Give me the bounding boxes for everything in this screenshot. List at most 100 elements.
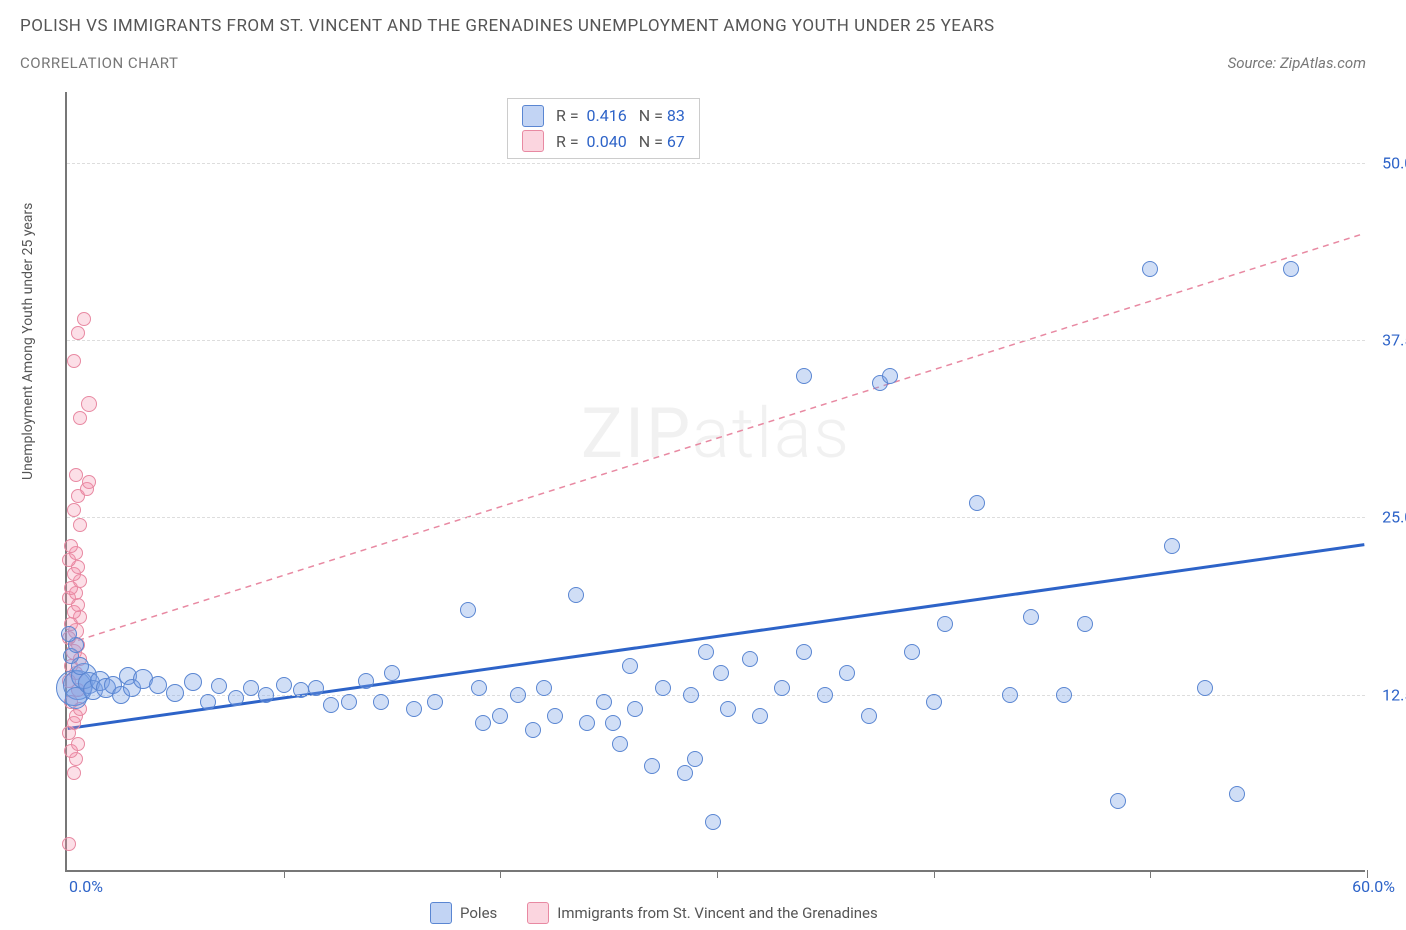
- data-point: [1077, 616, 1093, 632]
- data-point: [1110, 793, 1126, 809]
- data-point: [460, 602, 476, 618]
- y-tick-label: 37.5%: [1382, 331, 1406, 350]
- data-point: [644, 758, 660, 774]
- data-point: [568, 587, 584, 603]
- data-point: [243, 680, 259, 696]
- data-point: [67, 503, 81, 517]
- stats-r-label: R =: [556, 106, 579, 125]
- data-point: [1056, 687, 1072, 703]
- data-point: [67, 766, 81, 780]
- x-tick-mark: [284, 870, 285, 878]
- data-point: [622, 658, 638, 674]
- data-point: [742, 651, 758, 667]
- data-point: [73, 518, 87, 532]
- stats-n-value-1: 83: [667, 106, 685, 125]
- data-point: [293, 682, 309, 698]
- data-point: [796, 368, 812, 384]
- x-tick-mark: [934, 870, 935, 878]
- plot-area: ZIPatlas R = 0.416 N = 83 R = 0.040 N = …: [65, 92, 1365, 872]
- legend-label-1: Poles: [460, 904, 497, 922]
- y-axis-label: Unemployment Among Youth under 25 years: [20, 203, 36, 480]
- stats-r-value-1: 0.416: [587, 106, 627, 125]
- y-tick-label: 12.5%: [1382, 685, 1406, 704]
- stats-n-value-2: 67: [667, 132, 685, 151]
- data-point: [510, 687, 526, 703]
- data-point: [705, 814, 721, 830]
- data-point: [926, 694, 942, 710]
- gridline: [67, 340, 1365, 341]
- data-point: [655, 680, 671, 696]
- x-axis-max-label: 60.0%: [1352, 877, 1395, 896]
- data-point: [276, 677, 292, 693]
- chart-title: POLISH VS IMMIGRANTS FROM ST. VINCENT AN…: [20, 16, 995, 36]
- swatch-blue-icon: [522, 105, 544, 127]
- data-point: [904, 644, 920, 660]
- data-point: [839, 665, 855, 681]
- data-point: [1142, 261, 1158, 277]
- stats-n-label-2: N =: [639, 132, 663, 151]
- gridline: [67, 163, 1365, 164]
- data-point: [683, 687, 699, 703]
- data-point: [341, 694, 357, 710]
- x-tick-mark: [717, 870, 718, 878]
- x-tick-mark: [1367, 870, 1368, 878]
- data-point: [211, 678, 227, 694]
- data-point: [149, 676, 167, 694]
- data-point: [427, 694, 443, 710]
- data-point: [796, 644, 812, 660]
- data-point: [1197, 680, 1213, 696]
- stats-r-value-2: 0.040: [587, 132, 627, 151]
- data-point: [720, 701, 736, 717]
- data-point: [882, 368, 898, 384]
- data-point: [475, 715, 491, 731]
- data-point: [71, 326, 85, 340]
- data-point: [1283, 261, 1299, 277]
- data-point: [471, 680, 487, 696]
- data-point: [579, 715, 595, 731]
- data-point: [1229, 786, 1245, 802]
- legend-item-1: Poles: [430, 902, 497, 924]
- data-point: [384, 665, 400, 681]
- data-point: [612, 736, 628, 752]
- data-point: [62, 837, 76, 851]
- data-point: [547, 708, 563, 724]
- stats-row-series2: R = 0.040 N = 67: [522, 129, 685, 155]
- data-point: [525, 722, 541, 738]
- data-point: [81, 396, 97, 412]
- x-axis-min-label: 0.0%: [69, 877, 103, 896]
- y-tick-label: 25.0%: [1382, 508, 1406, 527]
- data-point: [323, 697, 339, 713]
- data-point: [61, 626, 77, 642]
- data-point: [373, 694, 389, 710]
- legend-swatch-blue-icon: [430, 902, 452, 924]
- swatch-pink-icon: [522, 130, 544, 152]
- legend-label-2: Immigrants from St. Vincent and the Gren…: [557, 904, 877, 922]
- data-point: [82, 475, 96, 489]
- stats-r-label-2: R =: [556, 132, 579, 151]
- data-point: [184, 673, 202, 691]
- x-tick-mark: [500, 870, 501, 878]
- data-point: [1002, 687, 1018, 703]
- legend-item-2: Immigrants from St. Vincent and the Gren…: [527, 902, 877, 924]
- data-point: [536, 680, 552, 696]
- data-point: [166, 684, 184, 702]
- data-point: [969, 495, 985, 511]
- data-point: [817, 687, 833, 703]
- data-point: [492, 708, 508, 724]
- source-attribution: Source: ZipAtlas.com: [1228, 54, 1366, 72]
- stats-row-series1: R = 0.416 N = 83: [522, 103, 685, 129]
- data-point: [71, 737, 85, 751]
- trend-lines: [67, 92, 1365, 870]
- data-point: [937, 616, 953, 632]
- data-point: [698, 644, 714, 660]
- data-point: [69, 468, 83, 482]
- data-point: [677, 765, 693, 781]
- data-point: [64, 539, 78, 553]
- data-point: [308, 680, 324, 696]
- data-point: [258, 687, 274, 703]
- data-point: [358, 673, 374, 689]
- data-point: [627, 701, 643, 717]
- data-point: [774, 680, 790, 696]
- data-point: [605, 715, 621, 731]
- x-tick-mark: [1150, 870, 1151, 878]
